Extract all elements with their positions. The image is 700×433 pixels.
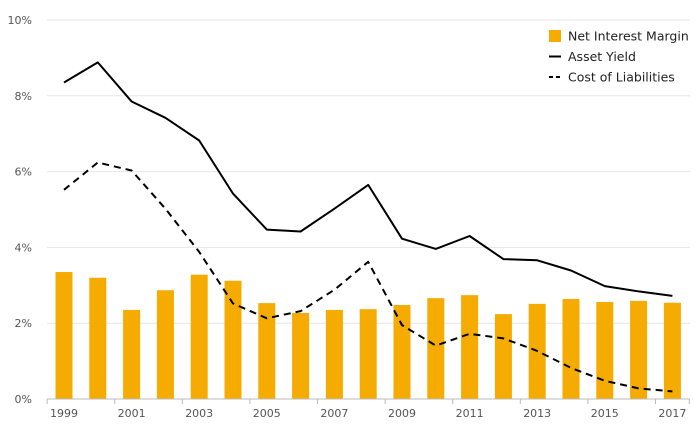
- y-tick-label: 0%: [15, 393, 32, 406]
- bar-net-interest-margin: [55, 272, 73, 399]
- y-tick-label: 4%: [15, 241, 32, 254]
- x-tick-label: 2013: [523, 407, 551, 420]
- bar-net-interest-margin: [427, 298, 445, 399]
- legend-label-net-interest-margin: Net Interest Margin: [568, 29, 689, 44]
- cost-of-liabilities-line: [63, 161, 673, 393]
- x-tick-label: 2001: [118, 407, 146, 420]
- bar-net-interest-margin: [562, 298, 580, 399]
- x-tick-label: 2017: [658, 407, 686, 420]
- bar-net-interest-margin: [89, 277, 107, 399]
- bar-net-interest-margin: [596, 301, 614, 399]
- legend: Net Interest Margin Asset Yield Cost of Li…: [549, 29, 689, 85]
- legend-label-asset-yield: Asset Yield: [568, 49, 636, 64]
- x-tick-label: 1999: [50, 407, 78, 420]
- bar-net-interest-margin: [494, 314, 512, 399]
- bar-net-interest-margin: [292, 312, 310, 399]
- bar-net-interest-margin: [224, 280, 242, 399]
- bar-series: [55, 272, 681, 399]
- x-tick-label: 2003: [185, 407, 213, 420]
- x-tick-label: 2005: [253, 407, 281, 420]
- bar-net-interest-margin: [156, 290, 174, 399]
- legend-label-cost-of-liabilities: Cost of Liabilities: [568, 70, 675, 85]
- axes: 0% 2% 4% 6% 8% 10% 1999 2001 2003 2005 2007 2009 201…: [8, 14, 690, 420]
- bar-net-interest-margin: [393, 305, 411, 399]
- y-tick-label: 8%: [15, 90, 32, 103]
- x-tick-label: 2009: [388, 407, 416, 420]
- gridlines: [47, 19, 690, 324]
- asset-yield-line: [63, 61, 673, 297]
- bar-net-interest-margin: [190, 274, 208, 399]
- y-tick-label: 10%: [8, 14, 32, 27]
- bar-net-interest-margin: [359, 309, 377, 399]
- bar-net-interest-margin: [663, 302, 681, 399]
- bar-net-interest-margin: [325, 309, 343, 399]
- bar-net-interest-margin: [123, 309, 141, 399]
- bar-net-interest-margin: [258, 303, 276, 399]
- x-tick-label: 2011: [456, 407, 484, 420]
- y-tick-label: 2%: [15, 317, 32, 330]
- x-tick-label: 2007: [320, 407, 348, 420]
- y-tick-label: 6%: [15, 166, 32, 179]
- legend-swatch-net-interest-margin: [549, 30, 561, 42]
- x-tick-label: 2015: [591, 407, 619, 420]
- line-series: [63, 61, 673, 393]
- bar-net-interest-margin: [461, 295, 479, 399]
- bar-net-interest-margin: [630, 300, 648, 399]
